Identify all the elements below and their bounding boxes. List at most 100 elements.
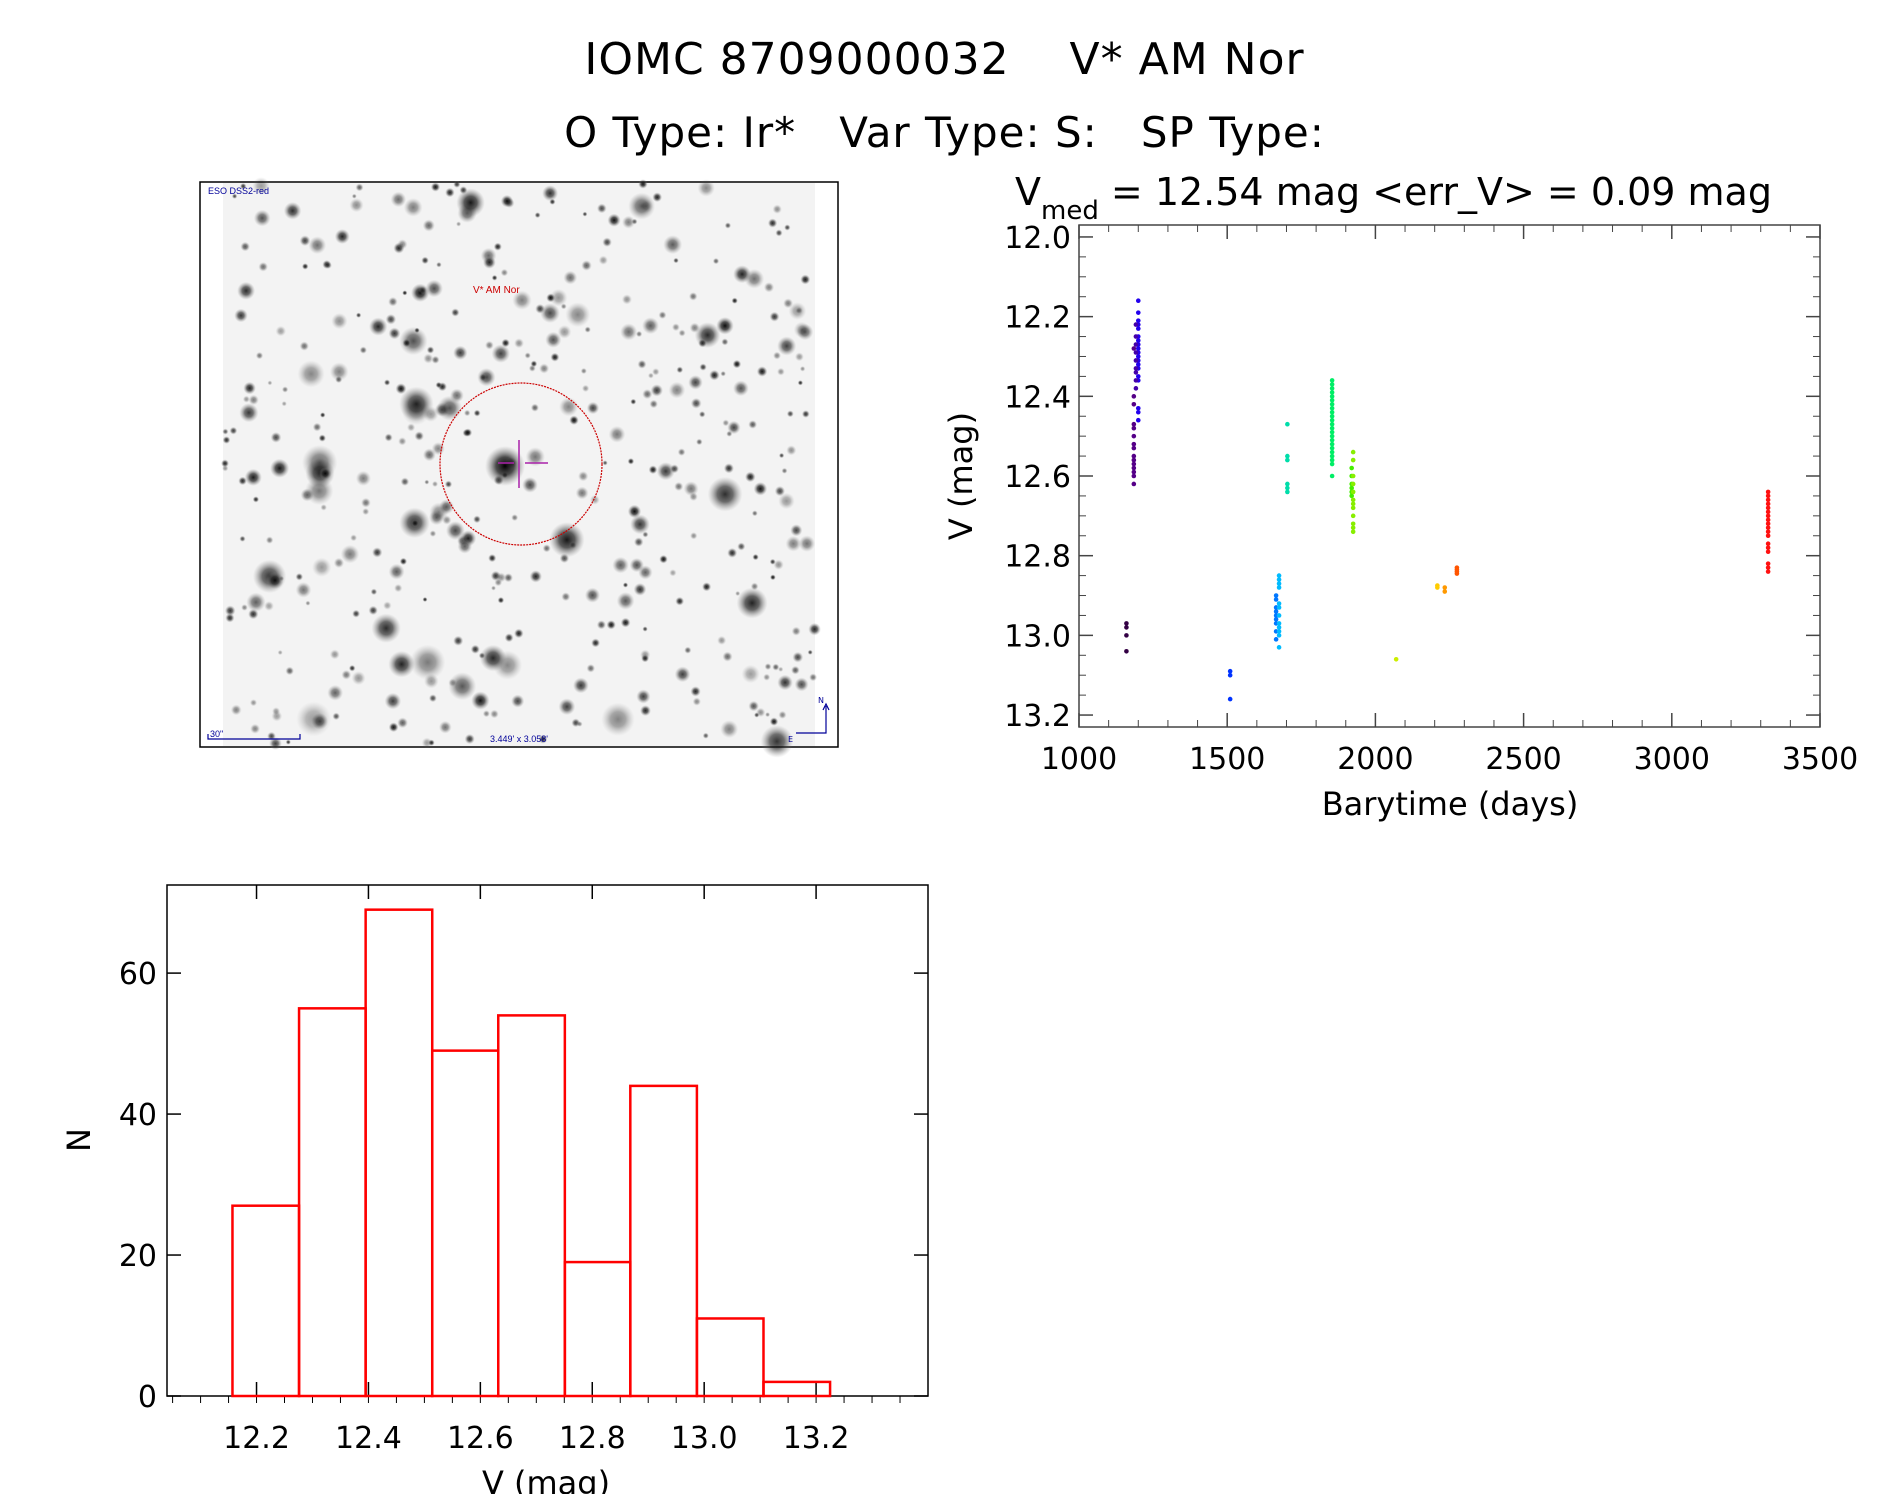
star [580,367,587,375]
target-star [485,446,525,486]
star [581,260,592,271]
star [463,428,473,437]
data-point [1442,585,1448,590]
star [569,541,577,550]
star [246,592,266,612]
star [464,733,475,745]
data-point [1765,549,1771,554]
star [741,664,760,684]
star [602,237,612,247]
star [690,686,701,697]
star [299,235,311,247]
star [275,325,287,337]
star [350,534,358,542]
star [397,717,408,729]
star [522,477,538,493]
star [530,360,538,368]
star [549,288,568,307]
star [383,601,392,610]
star [370,588,378,596]
data-point [1350,525,1356,531]
title-subscript: med [1041,196,1099,226]
star [266,571,284,590]
star [332,712,341,721]
y-tick-label: 12.0 [1004,221,1071,256]
star [763,673,771,681]
star [457,539,473,554]
star [327,684,344,701]
star [242,395,250,403]
star [423,353,434,364]
star [542,185,559,202]
data-point [1133,358,1139,363]
data-point [1227,668,1233,674]
star [622,582,629,588]
star [456,188,485,217]
star [240,241,250,252]
star [636,689,651,704]
star [319,467,332,480]
data-point [1276,633,1282,638]
data-point [1329,441,1335,447]
data-point [1349,485,1354,491]
star [431,480,439,488]
star [598,255,608,265]
star [270,432,282,443]
star [501,338,510,348]
star [384,692,402,710]
star [737,542,746,551]
star [388,563,405,580]
star [514,628,524,639]
data-point [1276,645,1282,650]
star [772,204,782,214]
data-point [1276,585,1282,590]
star [557,325,572,339]
star [295,582,312,598]
star [772,663,780,671]
star [748,420,758,429]
data-point [1350,473,1356,479]
star [250,723,261,734]
star [238,476,247,486]
star [596,620,607,630]
data-point [1227,672,1233,678]
star [576,721,583,727]
star [675,596,685,606]
star [731,297,738,304]
star [642,389,653,400]
x-tick-label: 13.2 [783,1421,850,1456]
data-point [1329,417,1335,423]
x-axis-label: Barytime (days) [1322,785,1579,823]
star [384,433,393,442]
star [808,622,821,636]
star [558,698,576,716]
star [243,381,256,395]
star [800,274,811,285]
star [735,590,741,597]
star [638,179,648,189]
star [630,398,637,405]
star [231,193,238,199]
star [272,707,281,716]
star [650,384,663,397]
star [659,554,668,564]
star [778,452,785,459]
y-tick-label: 20 [119,1239,157,1274]
star [720,720,739,739]
star [702,732,709,739]
star [545,331,562,348]
star [422,219,435,232]
star [785,535,802,552]
title-v: V [1015,170,1041,214]
star [224,605,236,616]
star [482,710,490,718]
star [669,569,677,577]
star [249,699,258,707]
star [616,592,635,610]
star [349,198,364,213]
star [795,306,803,315]
y-tick-label: 0 [138,1380,157,1415]
y-axis-label: V (mag) [942,412,980,540]
east-label: E [788,735,793,744]
star [485,340,494,350]
